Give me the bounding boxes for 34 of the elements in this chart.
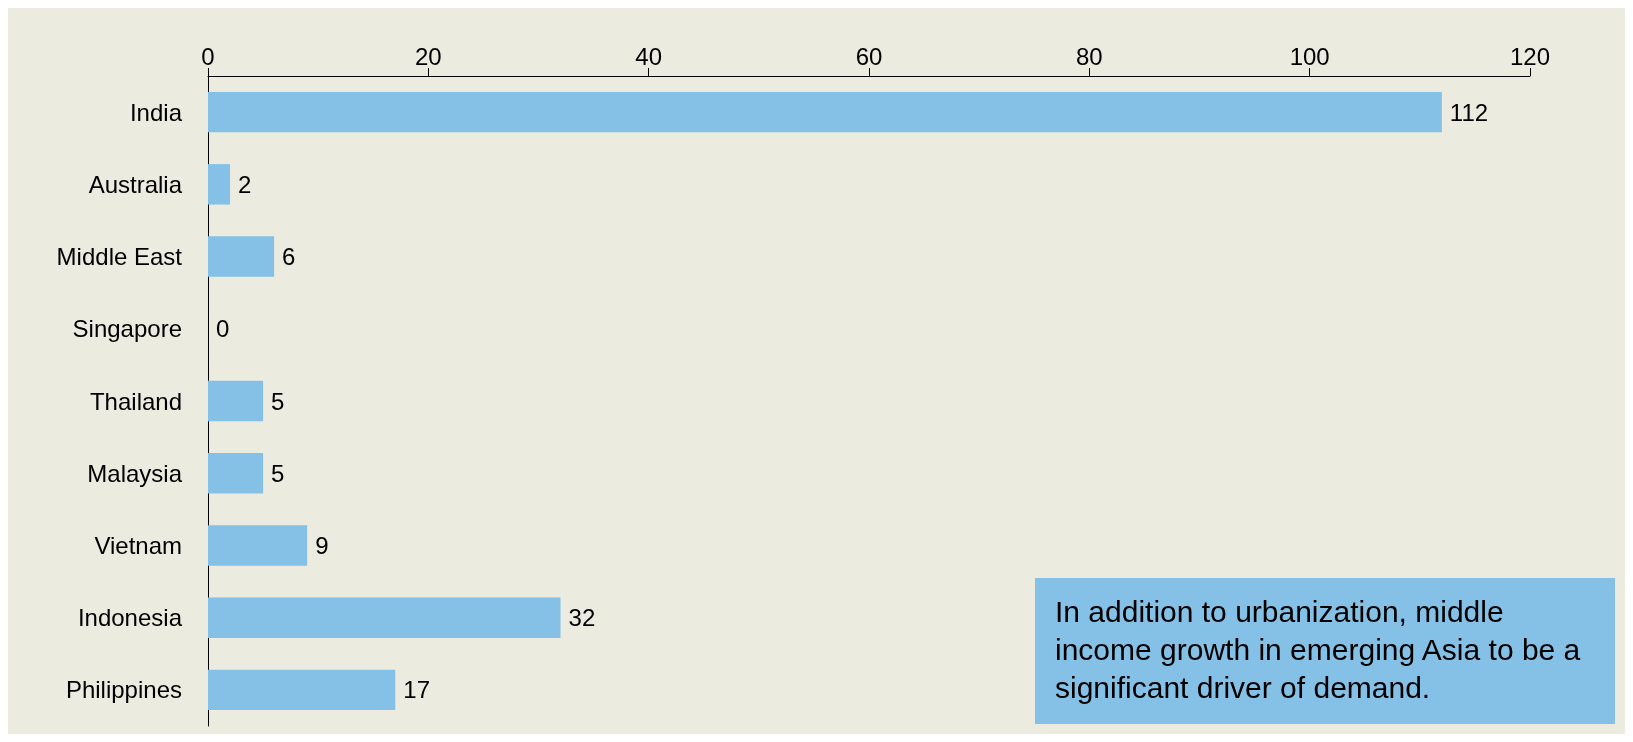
data-label: 0 xyxy=(216,315,230,343)
x-tick-label: 20 xyxy=(414,42,442,70)
y-tick-label: India xyxy=(129,98,183,126)
bar xyxy=(208,236,275,277)
x-tick-label: 60 xyxy=(855,42,883,70)
data-label: 2 xyxy=(238,170,252,198)
x-tick-label: 80 xyxy=(1075,42,1103,70)
data-label: 17 xyxy=(403,676,430,704)
bar xyxy=(208,525,308,566)
y-tick-label: Malaysia xyxy=(87,459,183,487)
bar xyxy=(208,597,561,638)
y-tick-label: Philippines xyxy=(65,676,182,704)
x-tick-label: 120 xyxy=(1509,42,1551,70)
bar xyxy=(208,91,1442,133)
y-tick-label: Vietnam xyxy=(94,531,182,559)
y-tick-label: Middle East xyxy=(56,243,183,271)
data-label: 9 xyxy=(315,531,329,559)
bar xyxy=(208,164,231,205)
bar xyxy=(208,669,396,711)
data-label: 6 xyxy=(282,243,296,271)
annotation: In addition to urbanization, middle income growth in emerging Asia to be a significant driver of demand. xyxy=(1055,594,1589,704)
data-label: 5 xyxy=(271,459,285,487)
x-tick-label: 40 xyxy=(635,42,663,70)
x-tick-label: 0 xyxy=(201,42,215,70)
y-tick-label: Australia xyxy=(88,170,183,198)
y-tick-label: Singapore xyxy=(72,315,182,343)
data-label: 5 xyxy=(271,387,285,415)
bar xyxy=(208,453,264,494)
data-label: 112 xyxy=(1449,98,1489,126)
y-tick-label: Indonesia xyxy=(77,604,183,632)
data-label: 32 xyxy=(568,604,596,632)
y-tick-label: Thailand xyxy=(89,387,182,415)
x-tick-label: 100 xyxy=(1289,42,1330,70)
bar xyxy=(208,380,264,422)
